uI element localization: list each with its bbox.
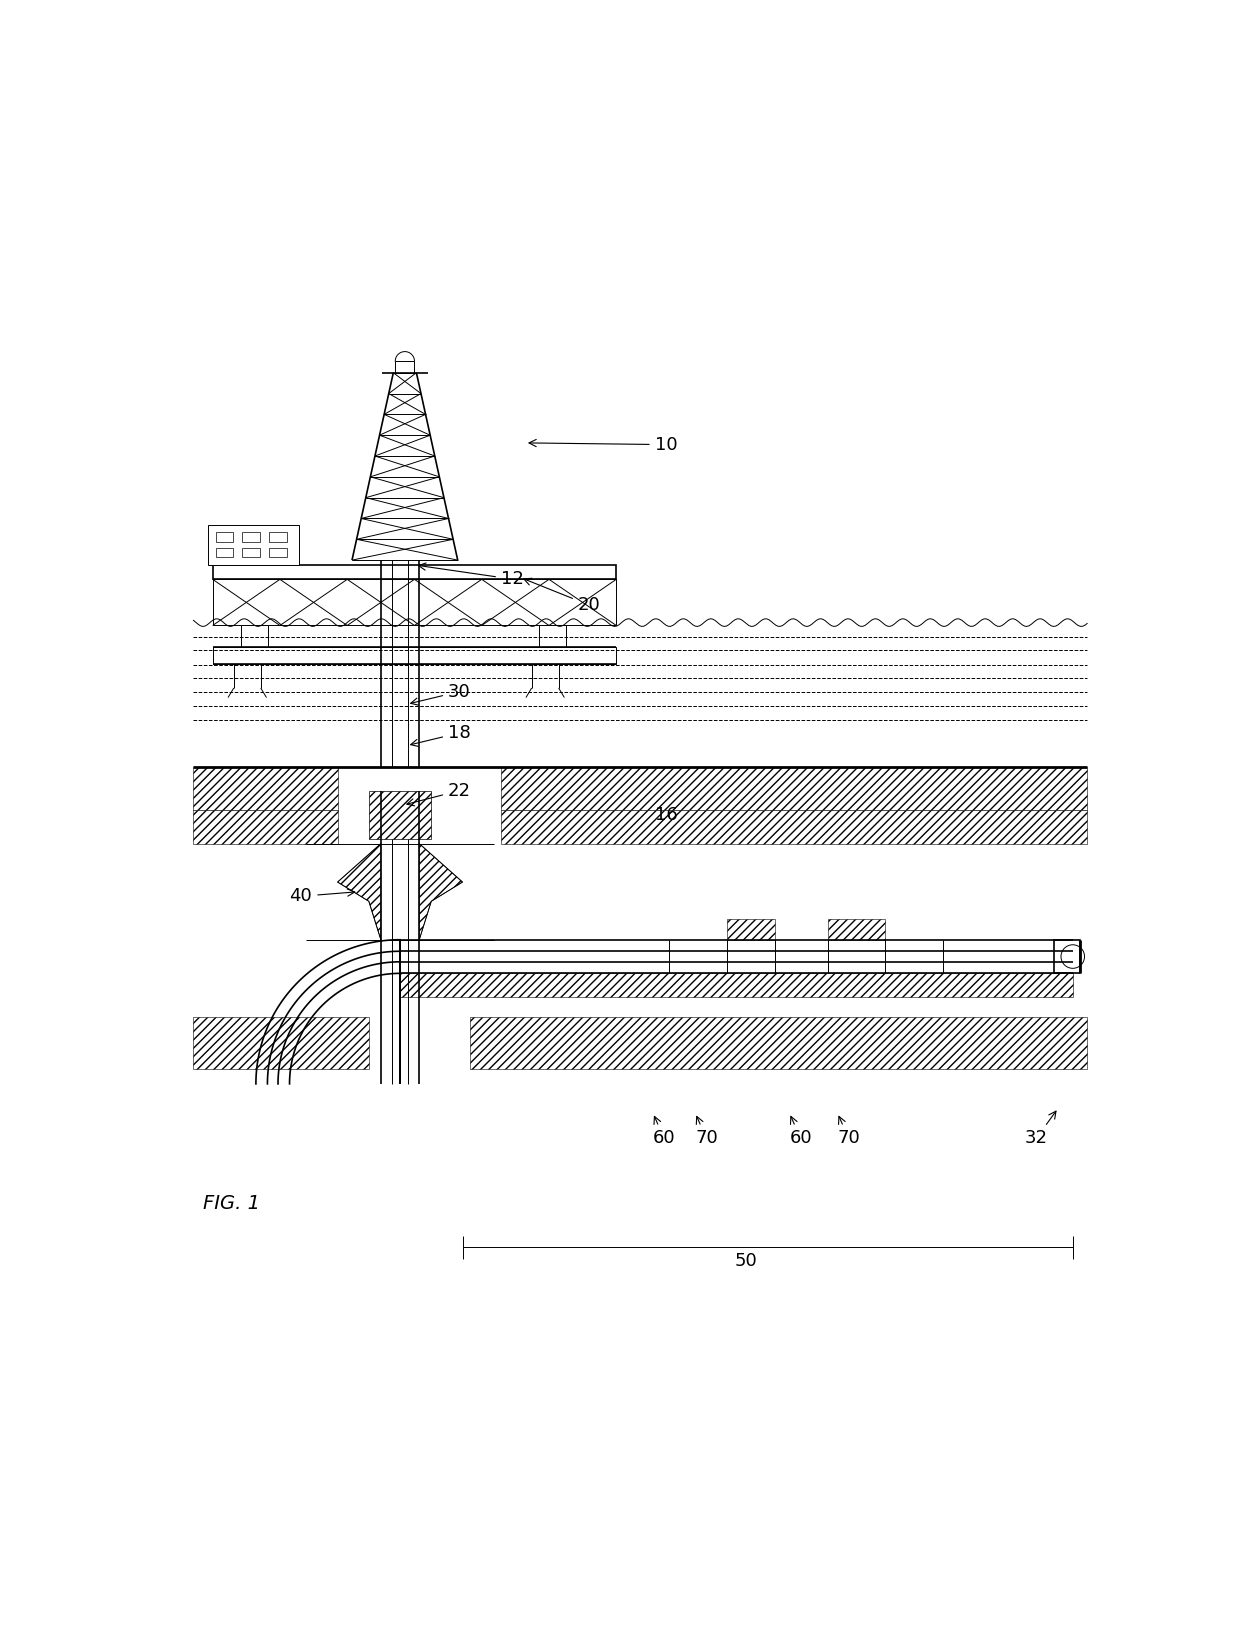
Text: 50: 50 [734, 1253, 758, 1271]
Bar [208, 524, 299, 565]
Text: 70: 70 [696, 1117, 718, 1148]
Bar [213, 565, 616, 580]
Bar [370, 791, 430, 839]
Text: 22: 22 [407, 782, 471, 806]
Text: FIG. 1: FIG. 1 [203, 1194, 260, 1213]
Bar [539, 626, 567, 647]
Bar [243, 548, 259, 557]
Text: 30: 30 [410, 683, 471, 704]
Text: 18: 18 [410, 724, 471, 747]
Text: 10: 10 [529, 435, 677, 453]
Bar [401, 974, 1073, 997]
Text: 32: 32 [1024, 1112, 1056, 1148]
Bar [828, 918, 885, 939]
Bar [243, 532, 259, 542]
Bar [501, 810, 1087, 844]
Bar [193, 767, 337, 810]
Bar [269, 548, 286, 557]
Text: 12: 12 [418, 563, 523, 588]
Bar [242, 626, 268, 647]
Text: 60: 60 [652, 1117, 676, 1148]
Polygon shape [419, 844, 463, 939]
Bar [216, 548, 233, 557]
Text: 20: 20 [525, 578, 600, 614]
Bar [501, 767, 1087, 810]
Text: 70: 70 [837, 1117, 861, 1148]
Bar [1054, 939, 1080, 974]
Bar [193, 810, 337, 844]
Bar [269, 532, 286, 542]
Bar [727, 918, 775, 939]
Bar [470, 1016, 1087, 1069]
Bar [216, 532, 233, 542]
Text: 40: 40 [290, 887, 355, 905]
Text: 60: 60 [789, 1117, 812, 1148]
Text: 16: 16 [655, 806, 677, 824]
Bar [193, 1016, 368, 1069]
Bar [213, 580, 616, 626]
Bar [396, 361, 414, 373]
Polygon shape [337, 844, 381, 939]
Bar [213, 647, 616, 663]
